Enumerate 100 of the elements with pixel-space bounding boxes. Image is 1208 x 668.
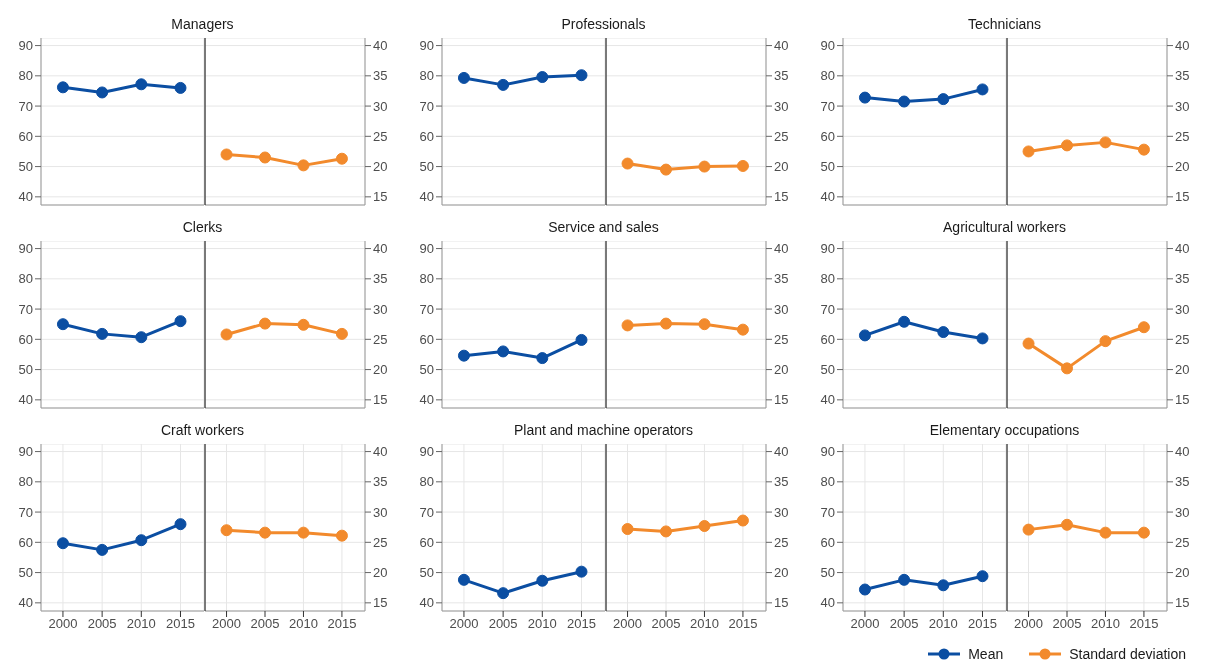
y-tick-label: 90 bbox=[419, 38, 434, 54]
y2-tick-label: 25 bbox=[774, 534, 789, 550]
y-tick-label: 60 bbox=[18, 331, 33, 347]
x-tick-label: 2010 bbox=[690, 616, 719, 632]
y2-tick-label: 25 bbox=[373, 128, 388, 144]
y-tick-label: 50 bbox=[419, 159, 434, 175]
y2-tick-label: 35 bbox=[1175, 474, 1190, 490]
y-tick-label: 90 bbox=[820, 38, 835, 54]
x-tick-label: 2000 bbox=[212, 616, 241, 632]
y2-tick-label: 20 bbox=[774, 565, 789, 581]
y2-tick-label: 15 bbox=[1175, 595, 1190, 611]
y-tick-label: 80 bbox=[820, 474, 835, 490]
point bbox=[1137, 526, 1150, 539]
point bbox=[736, 514, 749, 527]
point bbox=[858, 583, 871, 596]
y2-tick-label: 20 bbox=[774, 362, 789, 378]
x-tick-label: 2005 bbox=[651, 616, 681, 632]
legend-label: Standard deviation bbox=[1069, 646, 1186, 662]
point bbox=[575, 565, 588, 578]
y2-tick-label: 25 bbox=[774, 331, 789, 347]
chart-title: Service and sales bbox=[547, 219, 660, 235]
point bbox=[1022, 523, 1035, 536]
y-tick-label: 40 bbox=[419, 392, 434, 408]
y-tick-label: 40 bbox=[820, 189, 835, 205]
chart-title: Plant and machine operators bbox=[513, 422, 694, 438]
point bbox=[1061, 139, 1073, 152]
y2-tick-label: 15 bbox=[774, 392, 789, 408]
y-tick-label: 70 bbox=[419, 504, 434, 520]
chart-title: Clerks bbox=[181, 219, 224, 235]
y-tick-label: 40 bbox=[820, 392, 835, 408]
y2-tick-label: 25 bbox=[373, 534, 388, 550]
y-tick-label: 40 bbox=[18, 595, 33, 611]
y-tick-label: 50 bbox=[18, 565, 33, 581]
y-tick-label: 60 bbox=[820, 534, 835, 550]
y-tick-label: 60 bbox=[18, 128, 33, 144]
y2-tick-label: 20 bbox=[1175, 362, 1190, 378]
point bbox=[1137, 143, 1150, 156]
point bbox=[56, 318, 69, 331]
point bbox=[898, 95, 911, 108]
point bbox=[297, 159, 310, 172]
point bbox=[858, 91, 871, 104]
x-tick-label: 2015 bbox=[166, 616, 195, 632]
y2-tick-label: 20 bbox=[373, 159, 388, 175]
point bbox=[220, 148, 233, 161]
y-tick-label: 40 bbox=[18, 189, 33, 205]
y2-tick-label: 15 bbox=[1175, 189, 1190, 205]
y-tick-label: 50 bbox=[419, 362, 434, 378]
point bbox=[898, 573, 911, 586]
point bbox=[497, 345, 510, 358]
point bbox=[56, 81, 69, 94]
y-tick-label: 80 bbox=[419, 271, 434, 287]
point bbox=[135, 331, 148, 344]
y2-tick-label: 15 bbox=[373, 392, 388, 408]
point bbox=[1022, 337, 1035, 350]
x-tick-label: 2000 bbox=[850, 616, 880, 632]
y2-tick-label: 25 bbox=[774, 128, 789, 144]
y-tick-label: 90 bbox=[820, 444, 835, 460]
y-tick-label: 50 bbox=[820, 362, 835, 378]
y2-tick-label: 20 bbox=[373, 362, 388, 378]
y2-tick-label: 30 bbox=[373, 504, 388, 520]
y-tick-label: 70 bbox=[820, 98, 835, 114]
y2-tick-label: 40 bbox=[1175, 38, 1190, 54]
y-tick-label: 70 bbox=[820, 504, 835, 520]
point bbox=[937, 93, 950, 106]
point bbox=[220, 328, 233, 341]
chart-title: Technicians bbox=[966, 16, 1043, 32]
y2-tick-label: 20 bbox=[1175, 159, 1190, 175]
y2-tick-label: 15 bbox=[373, 189, 388, 205]
x-tick-label: 2015 bbox=[728, 616, 758, 632]
y2-tick-label: 35 bbox=[373, 271, 388, 287]
point bbox=[898, 315, 911, 328]
point bbox=[96, 327, 109, 340]
y2-tick-label: 35 bbox=[1175, 271, 1190, 287]
y-tick-label: 70 bbox=[18, 301, 33, 317]
point bbox=[174, 81, 187, 94]
y2-tick-label: 20 bbox=[373, 565, 388, 581]
y-tick-label: 60 bbox=[419, 128, 434, 144]
point bbox=[698, 160, 711, 173]
point bbox=[937, 326, 950, 339]
y-tick-label: 50 bbox=[18, 362, 33, 378]
y2-tick-label: 25 bbox=[373, 331, 388, 347]
point bbox=[1061, 362, 1073, 375]
point bbox=[1099, 136, 1112, 149]
x-tick-label: 2010 bbox=[126, 616, 156, 632]
y2-tick-label: 40 bbox=[373, 38, 388, 54]
x-tick-label: 2005 bbox=[889, 616, 919, 632]
x-tick-label: 2010 bbox=[527, 616, 557, 632]
point bbox=[135, 78, 148, 91]
y2-tick-label: 35 bbox=[373, 474, 388, 490]
y-tick-label: 70 bbox=[419, 301, 434, 317]
point bbox=[976, 332, 989, 345]
y-tick-label: 50 bbox=[419, 565, 434, 581]
y2-tick-label: 35 bbox=[373, 68, 388, 84]
y-tick-label: 90 bbox=[18, 444, 33, 460]
y2-tick-label: 25 bbox=[1175, 331, 1190, 347]
point bbox=[536, 574, 549, 587]
x-tick-label: 2005 bbox=[87, 616, 117, 632]
y2-tick-label: 35 bbox=[774, 271, 789, 287]
point bbox=[457, 349, 470, 362]
point bbox=[457, 573, 470, 586]
